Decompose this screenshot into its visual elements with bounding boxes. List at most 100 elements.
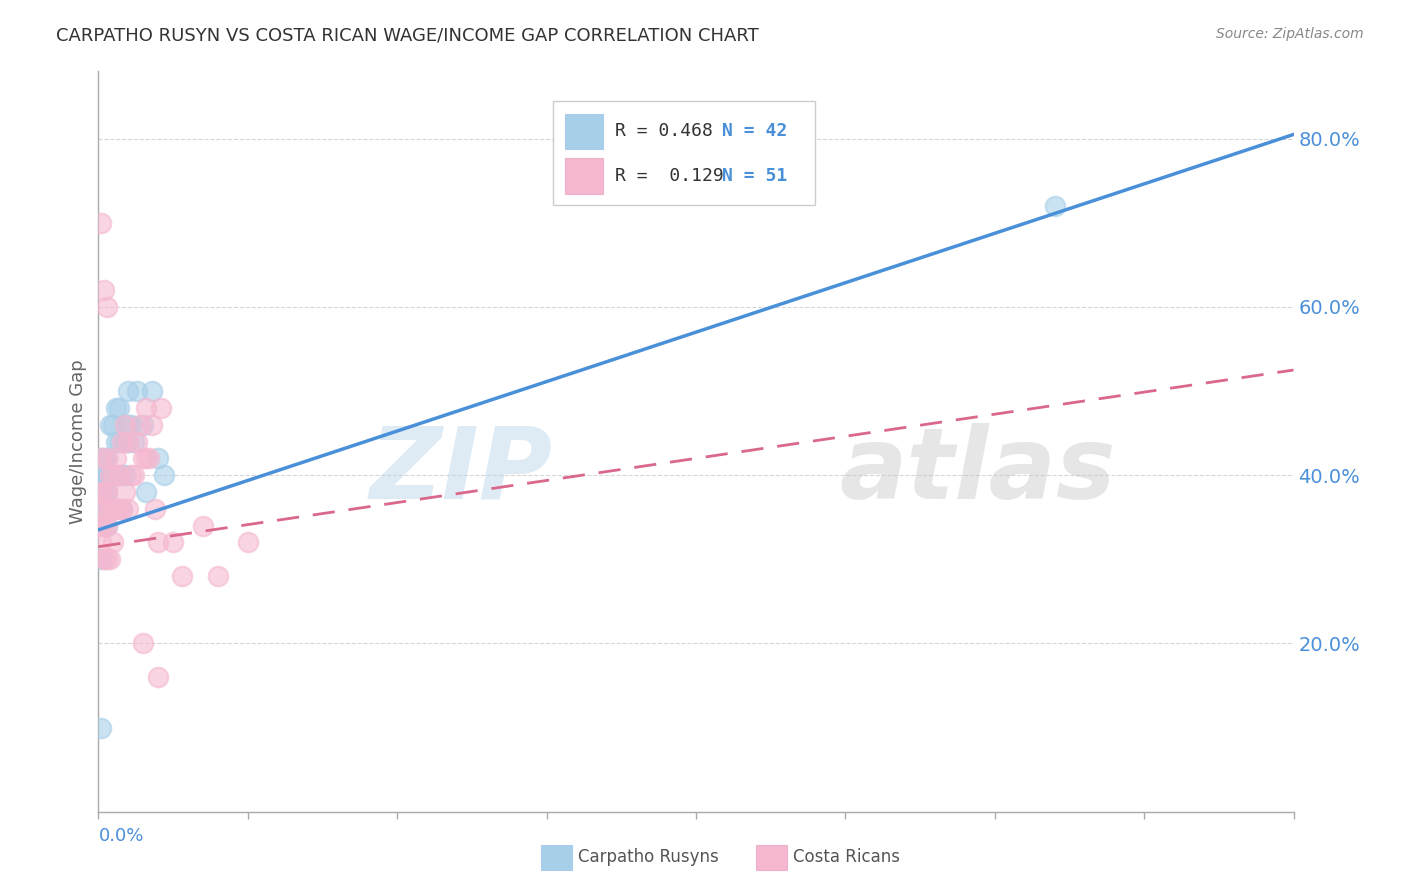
Point xyxy=(162,535,184,549)
Text: N = 51: N = 51 xyxy=(723,168,787,186)
Point xyxy=(117,434,139,449)
Point xyxy=(132,451,155,466)
Point xyxy=(103,501,125,516)
Point xyxy=(141,417,163,432)
Point xyxy=(141,384,163,398)
Point xyxy=(172,569,194,583)
Point xyxy=(96,451,118,466)
Point xyxy=(98,468,122,483)
Point xyxy=(124,434,146,449)
Point xyxy=(103,417,125,432)
Point xyxy=(108,434,131,449)
Point xyxy=(117,384,139,398)
Text: N = 42: N = 42 xyxy=(723,122,787,140)
Point xyxy=(111,501,134,516)
Text: R = 0.468: R = 0.468 xyxy=(614,122,713,140)
Point xyxy=(143,501,166,516)
Point xyxy=(96,300,118,314)
Point xyxy=(111,468,134,483)
Point xyxy=(127,434,149,449)
Point xyxy=(236,535,259,549)
Text: atlas: atlas xyxy=(839,423,1116,520)
Y-axis label: Wage/Income Gap: Wage/Income Gap xyxy=(69,359,87,524)
Bar xyxy=(553,101,815,204)
Point xyxy=(148,451,170,466)
Point xyxy=(207,569,229,583)
Point xyxy=(93,485,115,500)
Point xyxy=(103,468,125,483)
Point xyxy=(98,501,122,516)
Point xyxy=(98,501,122,516)
Point xyxy=(191,518,214,533)
Text: CARPATHO RUSYN VS COSTA RICAN WAGE/INCOME GAP CORRELATION CHART: CARPATHO RUSYN VS COSTA RICAN WAGE/INCOM… xyxy=(56,27,759,45)
Point xyxy=(96,468,118,483)
Bar xyxy=(565,113,603,149)
Point xyxy=(98,417,122,432)
Point xyxy=(148,535,170,549)
Point xyxy=(138,451,160,466)
Point xyxy=(90,518,112,533)
Text: 0.0%: 0.0% xyxy=(98,827,143,845)
Point xyxy=(90,501,112,516)
Point xyxy=(108,501,131,516)
Point xyxy=(148,670,170,684)
Point xyxy=(117,417,139,432)
Point xyxy=(96,485,118,500)
Point xyxy=(90,485,112,500)
Point xyxy=(90,552,112,566)
Point xyxy=(114,468,136,483)
Text: Carpatho Rusyns: Carpatho Rusyns xyxy=(578,848,718,866)
Point xyxy=(1043,199,1066,213)
Point xyxy=(90,501,112,516)
Point xyxy=(93,468,115,483)
Point xyxy=(96,552,118,566)
Text: Costa Ricans: Costa Ricans xyxy=(793,848,900,866)
Point xyxy=(120,417,142,432)
Text: R =  0.129: R = 0.129 xyxy=(614,168,724,186)
Point xyxy=(103,468,125,483)
Point xyxy=(96,501,118,516)
Point xyxy=(98,468,122,483)
Point xyxy=(129,417,152,432)
Text: Source: ZipAtlas.com: Source: ZipAtlas.com xyxy=(1216,27,1364,41)
Point xyxy=(150,401,173,415)
Point xyxy=(108,401,131,415)
Point xyxy=(98,552,122,566)
Point xyxy=(135,485,157,500)
Point xyxy=(93,501,115,516)
Point xyxy=(135,401,157,415)
Point xyxy=(114,417,136,432)
Point xyxy=(132,636,155,650)
Point xyxy=(105,501,128,516)
Point xyxy=(90,216,112,230)
Point xyxy=(105,468,128,483)
Point xyxy=(111,434,134,449)
Point xyxy=(93,501,115,516)
Point xyxy=(127,384,149,398)
Point xyxy=(90,485,112,500)
Point xyxy=(117,501,139,516)
Point xyxy=(96,518,118,533)
Point xyxy=(90,451,112,466)
Point xyxy=(153,468,176,483)
Bar xyxy=(565,158,603,194)
Point xyxy=(103,501,125,516)
Point xyxy=(96,451,118,466)
Point xyxy=(105,434,128,449)
Point xyxy=(120,468,142,483)
Point xyxy=(117,434,139,449)
Point xyxy=(114,434,136,449)
Point xyxy=(93,552,115,566)
Point xyxy=(105,451,128,466)
Point xyxy=(93,485,115,500)
Point xyxy=(114,485,136,500)
Point xyxy=(103,535,125,549)
Point xyxy=(124,468,146,483)
Point xyxy=(90,451,112,466)
Point xyxy=(108,468,131,483)
Text: ZIP: ZIP xyxy=(370,423,553,520)
Point xyxy=(96,518,118,533)
Point xyxy=(135,451,157,466)
Point xyxy=(132,417,155,432)
Point xyxy=(93,283,115,297)
